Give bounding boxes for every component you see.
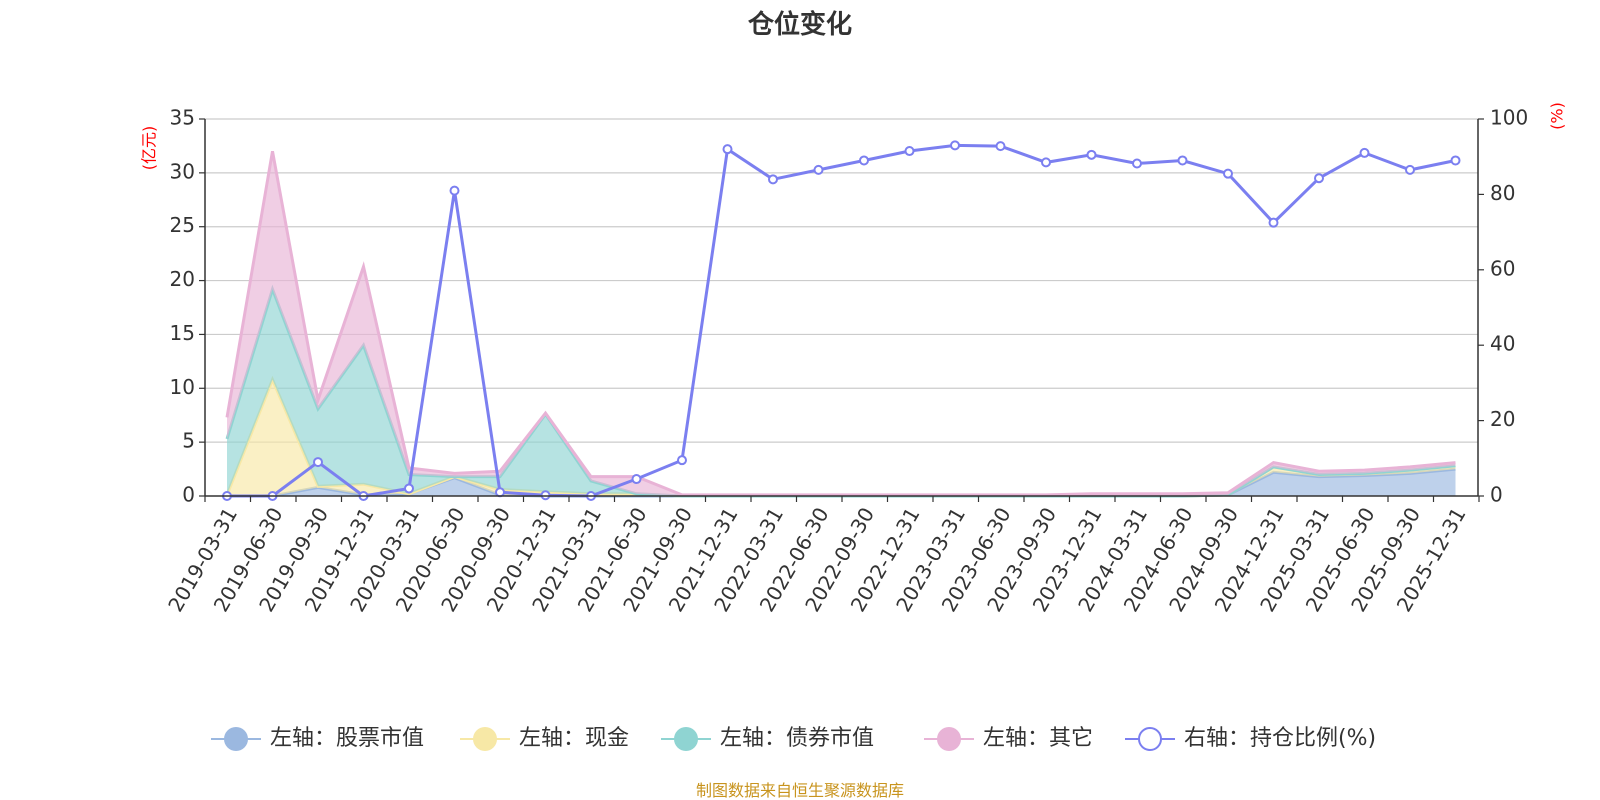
left-axis-unit: (亿元) [140, 126, 159, 171]
ratio-point [677, 455, 687, 466]
ratio-point [1086, 149, 1097, 160]
ratio-point [449, 185, 460, 196]
ratio-point [950, 140, 960, 151]
ratio-point [859, 155, 869, 166]
ratio-point [631, 474, 642, 485]
ratio-point [1177, 155, 1188, 166]
right-tick-label: 100 [1490, 106, 1528, 130]
area-edge-series-3 [225, 151, 1456, 497]
ratio-point [1132, 158, 1142, 169]
stacked-areas [225, 151, 1456, 498]
legend-marker [674, 727, 698, 751]
area-series-2 [227, 289, 1456, 496]
ratio-point [904, 146, 915, 157]
left-tick-label: 15 [170, 321, 195, 345]
left-tick-label: 20 [170, 267, 195, 291]
ratio-point [1041, 157, 1051, 168]
left-tick-label: 30 [170, 159, 195, 183]
right-axis-ticks: 0 20 40 60 80 100 [1478, 106, 1528, 507]
ratio-point [1223, 168, 1233, 179]
ratio-point [1314, 173, 1324, 184]
grid-lines [205, 118, 1478, 443]
left-axis-ticks: 0 5 10 15 20 25 30 35 [170, 106, 205, 507]
right-tick-label: 0 [1490, 483, 1503, 507]
right-axis-unit: (%) [1548, 102, 1567, 130]
ratio-point [1359, 147, 1370, 158]
ratio-point [722, 144, 733, 155]
chart-title: 仓位变化 [747, 9, 852, 40]
left-tick-label: 10 [170, 375, 195, 399]
legend-marker [937, 727, 961, 751]
legend: 左轴：股票市值 左轴：现金 左轴：债券市值 左轴：其它 右轴：持仓比例(%) [211, 726, 1376, 751]
legend-marker [224, 727, 248, 751]
ratio-point [813, 164, 824, 175]
left-tick-label: 5 [182, 429, 195, 453]
ratio-point [1405, 164, 1415, 175]
ratio-line-path [227, 143, 1456, 498]
x-axis-ticks: 2019-03-312019-06-302019-09-302019-12-31… [163, 496, 1480, 616]
left-tick-label: 35 [170, 106, 195, 130]
ratio-point [995, 141, 1006, 152]
ratio-point [1450, 155, 1461, 166]
ratio-point [313, 457, 323, 468]
legend-label: 左轴：现金 [519, 726, 629, 751]
right-tick-label: 40 [1490, 332, 1515, 356]
legend-item-2[interactable]: 左轴：债券市值 [661, 726, 874, 751]
position-ratio-line [222, 140, 1461, 501]
ratio-point [540, 490, 551, 501]
legend-item-0[interactable]: 左轴：股票市值 [211, 726, 424, 751]
legend-label: 左轴：其它 [983, 726, 1093, 751]
area-series-3 [227, 151, 1456, 497]
legend-label: 左轴：股票市值 [270, 726, 424, 751]
legend-marker [473, 727, 497, 751]
ratio-point [1268, 217, 1279, 228]
right-tick-label: 20 [1490, 407, 1515, 431]
legend-label: 左轴：债券市值 [720, 726, 874, 751]
ratio-point [768, 174, 778, 185]
legend-marker [1138, 727, 1162, 751]
left-tick-label: 0 [182, 483, 195, 507]
right-tick-label: 80 [1490, 181, 1515, 205]
ratio-point [404, 483, 414, 494]
legend-item-1[interactable]: 左轴：现金 [460, 726, 629, 751]
left-tick-label: 25 [170, 213, 195, 237]
legend-item-3[interactable]: 左轴：其它 [924, 726, 1093, 751]
legend-item-4[interactable]: 右轴：持仓比例(%) [1125, 726, 1376, 751]
data-source-note: 制图数据来自恒生聚源数据库 [696, 781, 904, 800]
ratio-point [495, 487, 505, 498]
right-tick-label: 60 [1490, 256, 1515, 280]
legend-label: 右轴：持仓比例(%) [1184, 726, 1376, 751]
